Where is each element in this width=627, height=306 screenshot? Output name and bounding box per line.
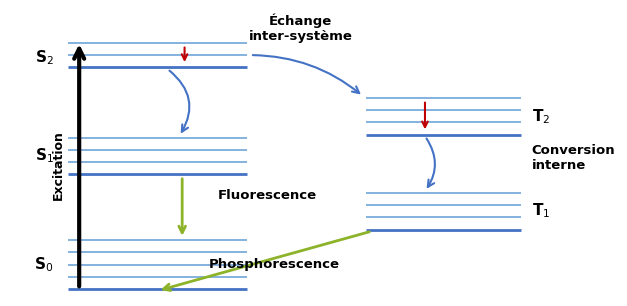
Text: T$_2$: T$_2$ [532, 107, 550, 126]
Text: S$_1$: S$_1$ [34, 147, 53, 166]
Text: S$_0$: S$_0$ [34, 255, 53, 274]
Text: Excitation: Excitation [52, 130, 65, 200]
Text: Fluorescence: Fluorescence [218, 188, 317, 202]
Text: Phosphorescence: Phosphorescence [208, 258, 339, 271]
Text: Échange
inter-système: Échange inter-système [249, 14, 352, 43]
Text: Conversion
interne: Conversion interne [532, 144, 615, 172]
Text: T$_1$: T$_1$ [532, 202, 550, 221]
Text: S$_2$: S$_2$ [34, 48, 53, 67]
